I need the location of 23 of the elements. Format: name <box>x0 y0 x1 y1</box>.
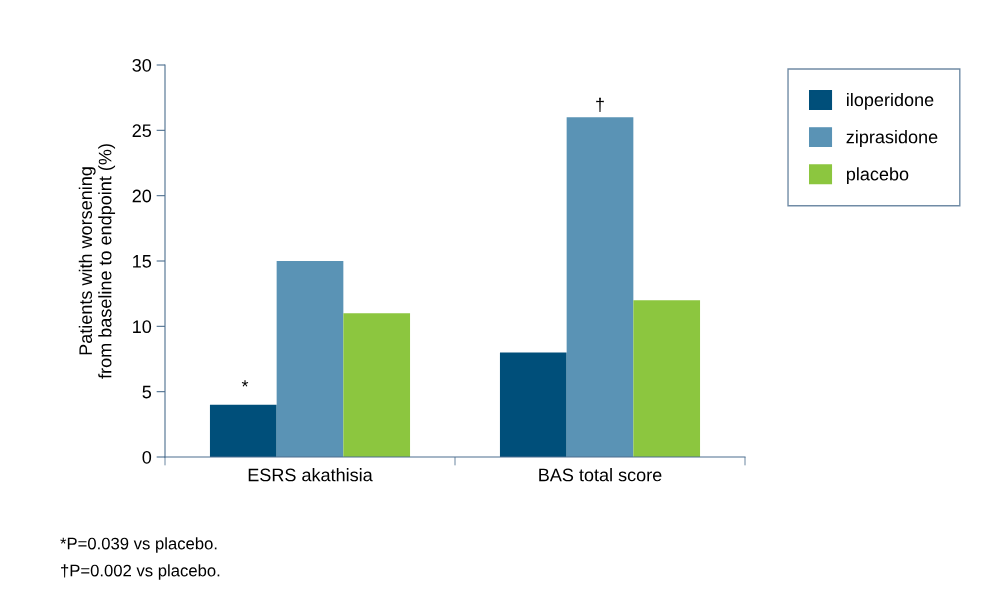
legend-label: ziprasidone <box>846 130 938 147</box>
bar <box>499 352 567 457</box>
x-tick-label: BAS total score <box>539 468 662 482</box>
y-axis-title: Patients with worsening from baseline to endpoint (%) <box>78 144 116 379</box>
text: *P=0.039 vs placebo. <box>60 537 217 553</box>
y-tick-label: 15 <box>133 255 152 268</box>
bar <box>343 313 411 457</box>
legend-label: iloperidone <box>847 92 934 110</box>
bar <box>633 300 701 457</box>
y-tick-label: 10 <box>133 320 152 334</box>
y-tick-label: 5 <box>142 385 152 399</box>
y-tick-label: 25 <box>132 124 152 138</box>
bar <box>566 117 634 457</box>
y-tick-label: 0 <box>142 450 152 464</box>
text: †P=0.002 vs placebo. <box>61 564 220 580</box>
x-tick-label: ESRS akathisia <box>248 468 373 482</box>
annotation: * <box>241 380 249 387</box>
annotation: † <box>596 97 604 112</box>
y-tick-label: 20 <box>132 189 152 203</box>
y-tick-label: 30 <box>132 58 152 72</box>
legend-label: placebo <box>846 167 909 185</box>
bar <box>276 261 344 457</box>
bar <box>209 404 277 457</box>
